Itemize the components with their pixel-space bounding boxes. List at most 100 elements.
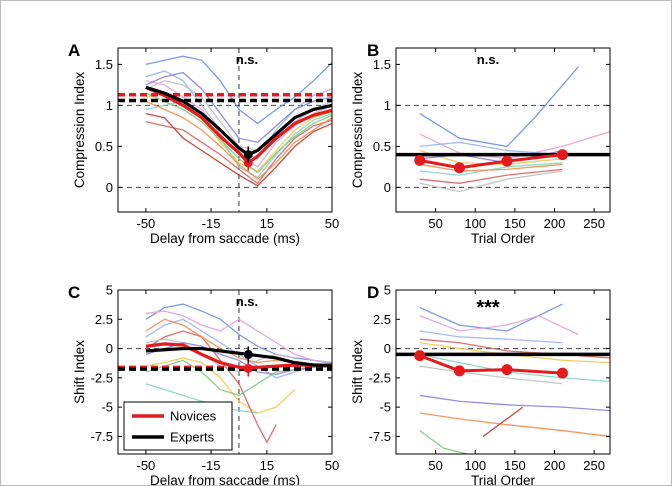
x-tick-label: -15 xyxy=(202,216,221,231)
x-axis-label: Delay from saccade (ms) xyxy=(150,231,300,246)
individual-line xyxy=(145,119,332,185)
axes-box xyxy=(395,47,611,213)
significance-annotation: *** xyxy=(476,297,500,319)
y-tick-label: 0 xyxy=(384,341,391,356)
individual-line xyxy=(419,394,610,412)
x-tick-label: 250 xyxy=(583,458,605,473)
plot-area xyxy=(396,303,610,454)
individual-line xyxy=(419,342,610,364)
individual-line xyxy=(419,162,563,176)
y-tick-label: 2.5 xyxy=(373,312,391,327)
x-tick-label: 100 xyxy=(464,216,486,231)
y-tick-label: -5 xyxy=(379,400,391,415)
x-tick-label: 50 xyxy=(325,458,339,473)
panel-letter: A xyxy=(68,41,80,60)
panel-D: D 50 100 150 200 250 -7.5 -5 -2.5 0 2.5 5 Trial Orde… xyxy=(350,283,611,486)
y-tick-label: -7.5 xyxy=(91,429,113,444)
experts-saccade-point xyxy=(243,349,253,359)
y-tick-label: 1.5 xyxy=(373,57,391,72)
y-tick-label: -2.5 xyxy=(369,370,391,385)
y-axis-label: Compression Index xyxy=(72,72,87,189)
individual-line xyxy=(145,357,296,414)
individual-line xyxy=(145,112,332,187)
y-tick-label: 0.5 xyxy=(373,139,391,154)
individual-line xyxy=(482,406,524,437)
plot-area xyxy=(118,48,332,212)
y-tick-label: 1.5 xyxy=(95,57,113,72)
novices-point xyxy=(501,364,513,376)
y-tick-label: -5 xyxy=(101,400,113,415)
novices-saccade-point xyxy=(243,158,253,168)
legend-novices-label: Novices xyxy=(170,409,217,424)
y-axis-label: Compression Index xyxy=(350,72,365,189)
novices-point xyxy=(414,154,426,166)
axes-box xyxy=(395,289,611,455)
panel-letter: B xyxy=(367,41,379,60)
individual-line xyxy=(145,100,332,181)
x-tick-label: 100 xyxy=(464,458,486,473)
experts-series-line xyxy=(145,85,332,157)
novices-point xyxy=(556,367,568,379)
individual-line xyxy=(419,170,563,193)
x-tick-label: 200 xyxy=(544,458,566,473)
individual-line xyxy=(145,310,332,365)
y-tick-label: 0.5 xyxy=(95,139,113,154)
individual-line xyxy=(419,163,563,172)
x-tick-label: 150 xyxy=(504,458,526,473)
plot-area xyxy=(118,290,332,454)
y-tick-label: 5 xyxy=(384,283,391,298)
axes-box xyxy=(117,47,333,213)
individual-line xyxy=(145,330,277,444)
novices-series-line xyxy=(419,153,563,170)
y-tick-label: 0 xyxy=(384,180,391,195)
y-tick-label: -2.5 xyxy=(91,370,113,385)
significance-annotation: n.s. xyxy=(236,294,258,309)
individual-line xyxy=(419,330,563,344)
x-tick-label: 50 xyxy=(325,216,339,231)
x-tick-label: -50 xyxy=(137,458,156,473)
panel-A: A -50 -15 15 50 0 0.5 1 1.5 Delay from saccade (m… xyxy=(68,41,339,246)
legend-box xyxy=(123,401,233,451)
y-tick-label: 0 xyxy=(106,341,113,356)
individual-line xyxy=(419,66,579,148)
individual-line xyxy=(419,430,468,454)
x-axis-label: Trial Order xyxy=(471,473,536,486)
individual-line xyxy=(419,141,563,156)
novices-point xyxy=(414,350,426,362)
individual-line xyxy=(145,55,332,125)
y-axis-label: Shift Index xyxy=(350,340,365,404)
individual-line xyxy=(419,365,563,385)
x-tick-label: 50 xyxy=(428,458,442,473)
x-tick-label: 250 xyxy=(583,216,605,231)
y-tick-label: 5 xyxy=(106,283,113,298)
significance-annotation: n.s. xyxy=(236,52,258,67)
axes-box xyxy=(117,289,333,455)
y-tick-label: 2.5 xyxy=(95,312,113,327)
novices-saccade-point xyxy=(243,363,253,373)
panel-B: B 50 100 150 200 250 0 0.5 1 1.5 Trial Order Compre… xyxy=(350,41,611,246)
individual-line xyxy=(145,359,295,397)
novices-series-line xyxy=(145,342,332,371)
individual-line xyxy=(419,412,610,438)
significance-annotation: n.s. xyxy=(477,52,499,67)
x-tick-label: 200 xyxy=(544,216,566,231)
novices-point xyxy=(453,365,465,377)
x-tick-label: 50 xyxy=(428,216,442,231)
individual-line xyxy=(145,383,258,414)
x-tick-label: -15 xyxy=(202,458,221,473)
individual-line xyxy=(145,71,332,144)
plot-area xyxy=(396,66,610,193)
novices-point xyxy=(556,149,568,161)
x-tick-label: -50 xyxy=(137,216,156,231)
novices-series-line xyxy=(419,354,563,375)
individual-line xyxy=(419,168,563,184)
y-axis-label: Shift Index xyxy=(72,340,87,404)
novices-series-line xyxy=(145,85,332,165)
experts-series-line xyxy=(145,346,332,368)
novices-point xyxy=(453,162,465,174)
y-tick-label: 1 xyxy=(106,98,113,113)
individual-line xyxy=(145,92,332,174)
individual-line xyxy=(145,70,332,160)
